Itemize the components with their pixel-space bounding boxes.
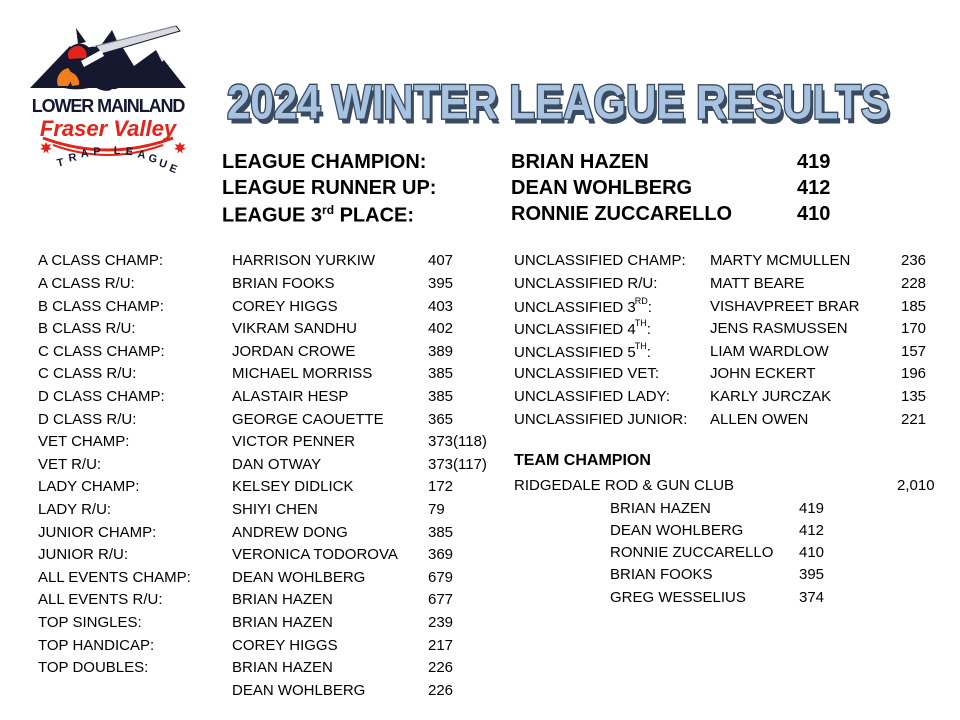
svg-text:A: A <box>80 148 89 161</box>
svg-text:G: G <box>147 152 158 166</box>
svg-text:L: L <box>114 145 121 157</box>
svg-text:T: T <box>56 156 65 169</box>
svg-text:A: A <box>137 148 147 161</box>
svg-text:R: R <box>68 151 78 164</box>
svg-text:E: E <box>125 146 133 159</box>
svg-text:Fraser Valley: Fraser Valley <box>40 116 178 141</box>
svg-text:E: E <box>167 162 178 173</box>
svg-text:U: U <box>157 157 168 171</box>
svg-text:P: P <box>93 146 101 158</box>
svg-text:LOWER MAINLAND: LOWER MAINLAND <box>32 96 186 116</box>
